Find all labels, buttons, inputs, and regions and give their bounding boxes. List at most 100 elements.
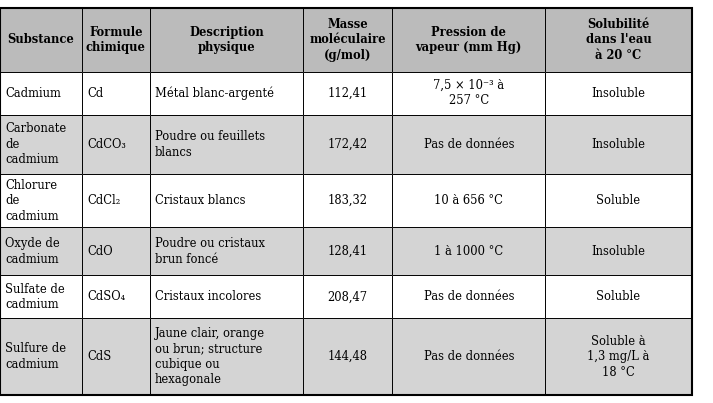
Text: Pas de données: Pas de données <box>424 291 514 303</box>
Bar <box>150 115 303 174</box>
Bar <box>82 275 150 318</box>
Bar <box>0 318 82 395</box>
Bar <box>303 115 392 174</box>
Bar <box>392 318 545 395</box>
Text: Poudre ou cristaux
brun foncé: Poudre ou cristaux brun foncé <box>155 237 265 266</box>
Bar <box>150 174 303 227</box>
Bar <box>392 174 545 227</box>
Text: Soluble: Soluble <box>597 194 640 207</box>
Text: Poudre ou feuillets
blancs: Poudre ou feuillets blancs <box>155 130 265 158</box>
Text: 10 à 656 °C: 10 à 656 °C <box>434 194 503 207</box>
Bar <box>150 8 303 72</box>
Text: Pas de données: Pas de données <box>424 138 514 151</box>
Bar <box>0 174 82 227</box>
Bar <box>150 227 303 275</box>
Text: CdO: CdO <box>87 245 113 258</box>
Bar <box>392 174 545 227</box>
Bar <box>303 275 392 318</box>
Bar <box>392 8 545 72</box>
Bar <box>150 227 303 275</box>
Bar <box>545 318 692 395</box>
Text: Soluble à
1,3 mg/L à
18 °C: Soluble à 1,3 mg/L à 18 °C <box>588 334 650 379</box>
Bar <box>150 275 303 318</box>
Text: Pas de données: Pas de données <box>424 350 514 363</box>
Text: Cadmium: Cadmium <box>5 87 61 100</box>
Bar <box>303 174 392 227</box>
Text: 208,47: 208,47 <box>327 291 368 303</box>
Text: Substance: Substance <box>8 33 74 46</box>
Bar <box>82 8 150 72</box>
Bar <box>303 8 392 72</box>
Text: Insoluble: Insoluble <box>592 245 645 258</box>
Bar <box>545 275 692 318</box>
Bar <box>392 72 545 115</box>
Bar <box>545 8 692 72</box>
Text: Cristaux incolores: Cristaux incolores <box>155 291 261 303</box>
Bar <box>303 227 392 275</box>
Bar <box>0 227 82 275</box>
Bar <box>0 8 82 72</box>
Bar <box>303 174 392 227</box>
Bar <box>0 115 82 174</box>
Bar <box>303 318 392 395</box>
Bar <box>82 115 150 174</box>
Bar <box>303 72 392 115</box>
Bar <box>545 227 692 275</box>
Bar <box>0 115 82 174</box>
Bar <box>392 8 545 72</box>
Text: CdCO₃: CdCO₃ <box>87 138 126 151</box>
Bar <box>545 115 692 174</box>
Bar <box>392 115 545 174</box>
Bar <box>82 275 150 318</box>
Bar <box>82 115 150 174</box>
Text: 128,41: 128,41 <box>327 245 368 258</box>
Bar <box>545 174 692 227</box>
Bar <box>303 72 392 115</box>
Text: Sulfate de
cadmium: Sulfate de cadmium <box>5 283 65 311</box>
Text: Cristaux blancs: Cristaux blancs <box>155 194 245 207</box>
Bar <box>392 275 545 318</box>
Text: Masse
moléculaire
(g/mol): Masse moléculaire (g/mol) <box>309 18 386 62</box>
Text: Description
physique: Description physique <box>189 26 264 54</box>
Bar <box>392 275 545 318</box>
Text: 1 à 1000 °C: 1 à 1000 °C <box>434 245 503 258</box>
Text: Insoluble: Insoluble <box>592 87 645 100</box>
Bar <box>545 227 692 275</box>
Bar <box>82 72 150 115</box>
Text: Sulfure de
cadmium: Sulfure de cadmium <box>5 343 66 371</box>
Text: Formule
chimique: Formule chimique <box>86 26 145 54</box>
Bar <box>150 318 303 395</box>
Bar <box>150 318 303 395</box>
Bar <box>0 72 82 115</box>
Text: 144,48: 144,48 <box>327 350 368 363</box>
Bar <box>392 72 545 115</box>
Bar <box>545 8 692 72</box>
Bar <box>545 115 692 174</box>
Text: Pression de
vapeur (mm Hg): Pression de vapeur (mm Hg) <box>416 26 522 54</box>
Bar <box>392 227 545 275</box>
Bar <box>82 174 150 227</box>
Text: Insoluble: Insoluble <box>592 138 645 151</box>
Bar <box>545 318 692 395</box>
Bar <box>303 8 392 72</box>
Bar <box>303 115 392 174</box>
Bar <box>82 227 150 275</box>
Bar <box>82 72 150 115</box>
Text: Cd: Cd <box>87 87 103 100</box>
Bar <box>82 174 150 227</box>
Text: Chlorure
de
cadmium: Chlorure de cadmium <box>5 179 58 222</box>
Bar <box>303 227 392 275</box>
Text: Métal blanc-argenté: Métal blanc-argenté <box>155 86 274 100</box>
Text: CdS: CdS <box>87 350 111 363</box>
Text: CdSO₄: CdSO₄ <box>87 291 125 303</box>
Bar <box>150 174 303 227</box>
Bar <box>82 318 150 395</box>
Bar <box>82 8 150 72</box>
Bar <box>545 72 692 115</box>
Bar <box>150 72 303 115</box>
Text: Carbonate
de
cadmium: Carbonate de cadmium <box>5 123 66 166</box>
Bar <box>0 318 82 395</box>
Bar <box>545 174 692 227</box>
Bar <box>150 115 303 174</box>
Text: 112,41: 112,41 <box>327 87 368 100</box>
